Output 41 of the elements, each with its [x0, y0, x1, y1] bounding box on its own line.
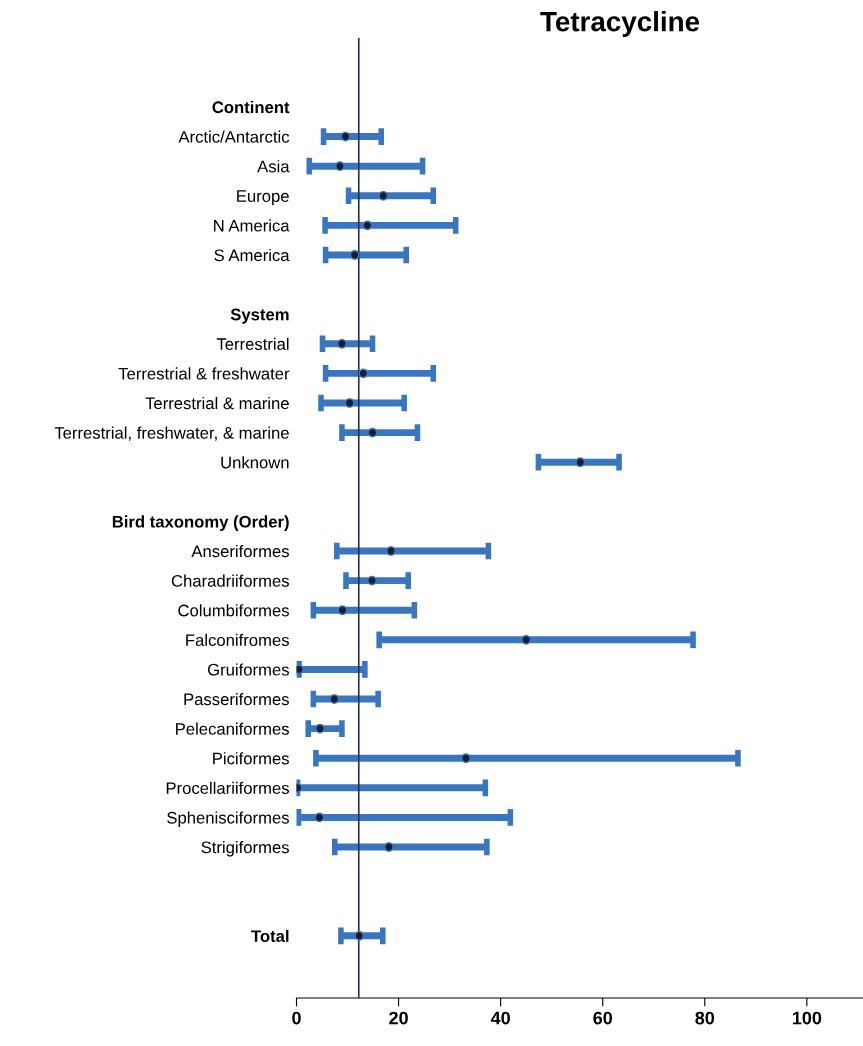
y-tick-label: Anseriformes [191, 544, 289, 558]
y-tick-label: Continent [212, 100, 290, 114]
y-tick-label: Terrestrial, freshwater, & marine [54, 426, 289, 441]
y-tick-label: Terrestrial & marine [145, 396, 289, 410]
y-tick-label: S America [214, 248, 290, 262]
y-tick-label: Bird taxonomy (Order) [112, 515, 289, 531]
point [384, 842, 394, 852]
x-tick-label: 20 [389, 1011, 408, 1025]
point [362, 220, 373, 231]
x-tick-label: 100 [792, 1011, 822, 1025]
point [335, 161, 345, 172]
y-tick-label: N America [214, 219, 290, 232]
y-tick-label: Total [251, 929, 289, 943]
y-tick-label: Arctic/Antarctic [178, 130, 290, 143]
y-tick-label: Columbiformes [178, 604, 289, 617]
y-tick-label: Terrestrial & freshwater [118, 367, 290, 380]
point [386, 546, 396, 556]
y-tick-label: Unknown [221, 456, 289, 469]
x-tick-label: 80 [695, 1011, 715, 1025]
y-tick-label: System [230, 308, 289, 324]
y-tick-label: Piciformes [213, 752, 289, 765]
y-tick-label: Charadriiformes [171, 574, 289, 587]
chart-title: Tetracycline [540, 11, 700, 37]
y-tick-label: Europe [237, 190, 289, 206]
y-tick-label: Pelecaniformes [176, 722, 289, 735]
point [367, 427, 378, 438]
y-tick-label: Strigiformes [201, 840, 289, 857]
y-tick-label: Gruiformes [207, 663, 289, 676]
point [461, 753, 471, 764]
point [315, 723, 325, 734]
y-tick-label: Sphenisciformes [167, 811, 289, 827]
y-tick-label: Terrestrial [216, 337, 289, 350]
point [337, 338, 347, 349]
y-tick-label: Asia [257, 160, 290, 173]
x-tick-label: 0 [292, 1011, 301, 1025]
y-tick-label: Passeriformes [184, 692, 289, 706]
x-tick-label: 60 [593, 1011, 613, 1025]
x-tick-label: 40 [490, 1011, 510, 1025]
point [367, 575, 377, 586]
y-tick-label: Procellariiformes [166, 781, 289, 795]
y-tick-label: Falconifromes [186, 633, 289, 647]
